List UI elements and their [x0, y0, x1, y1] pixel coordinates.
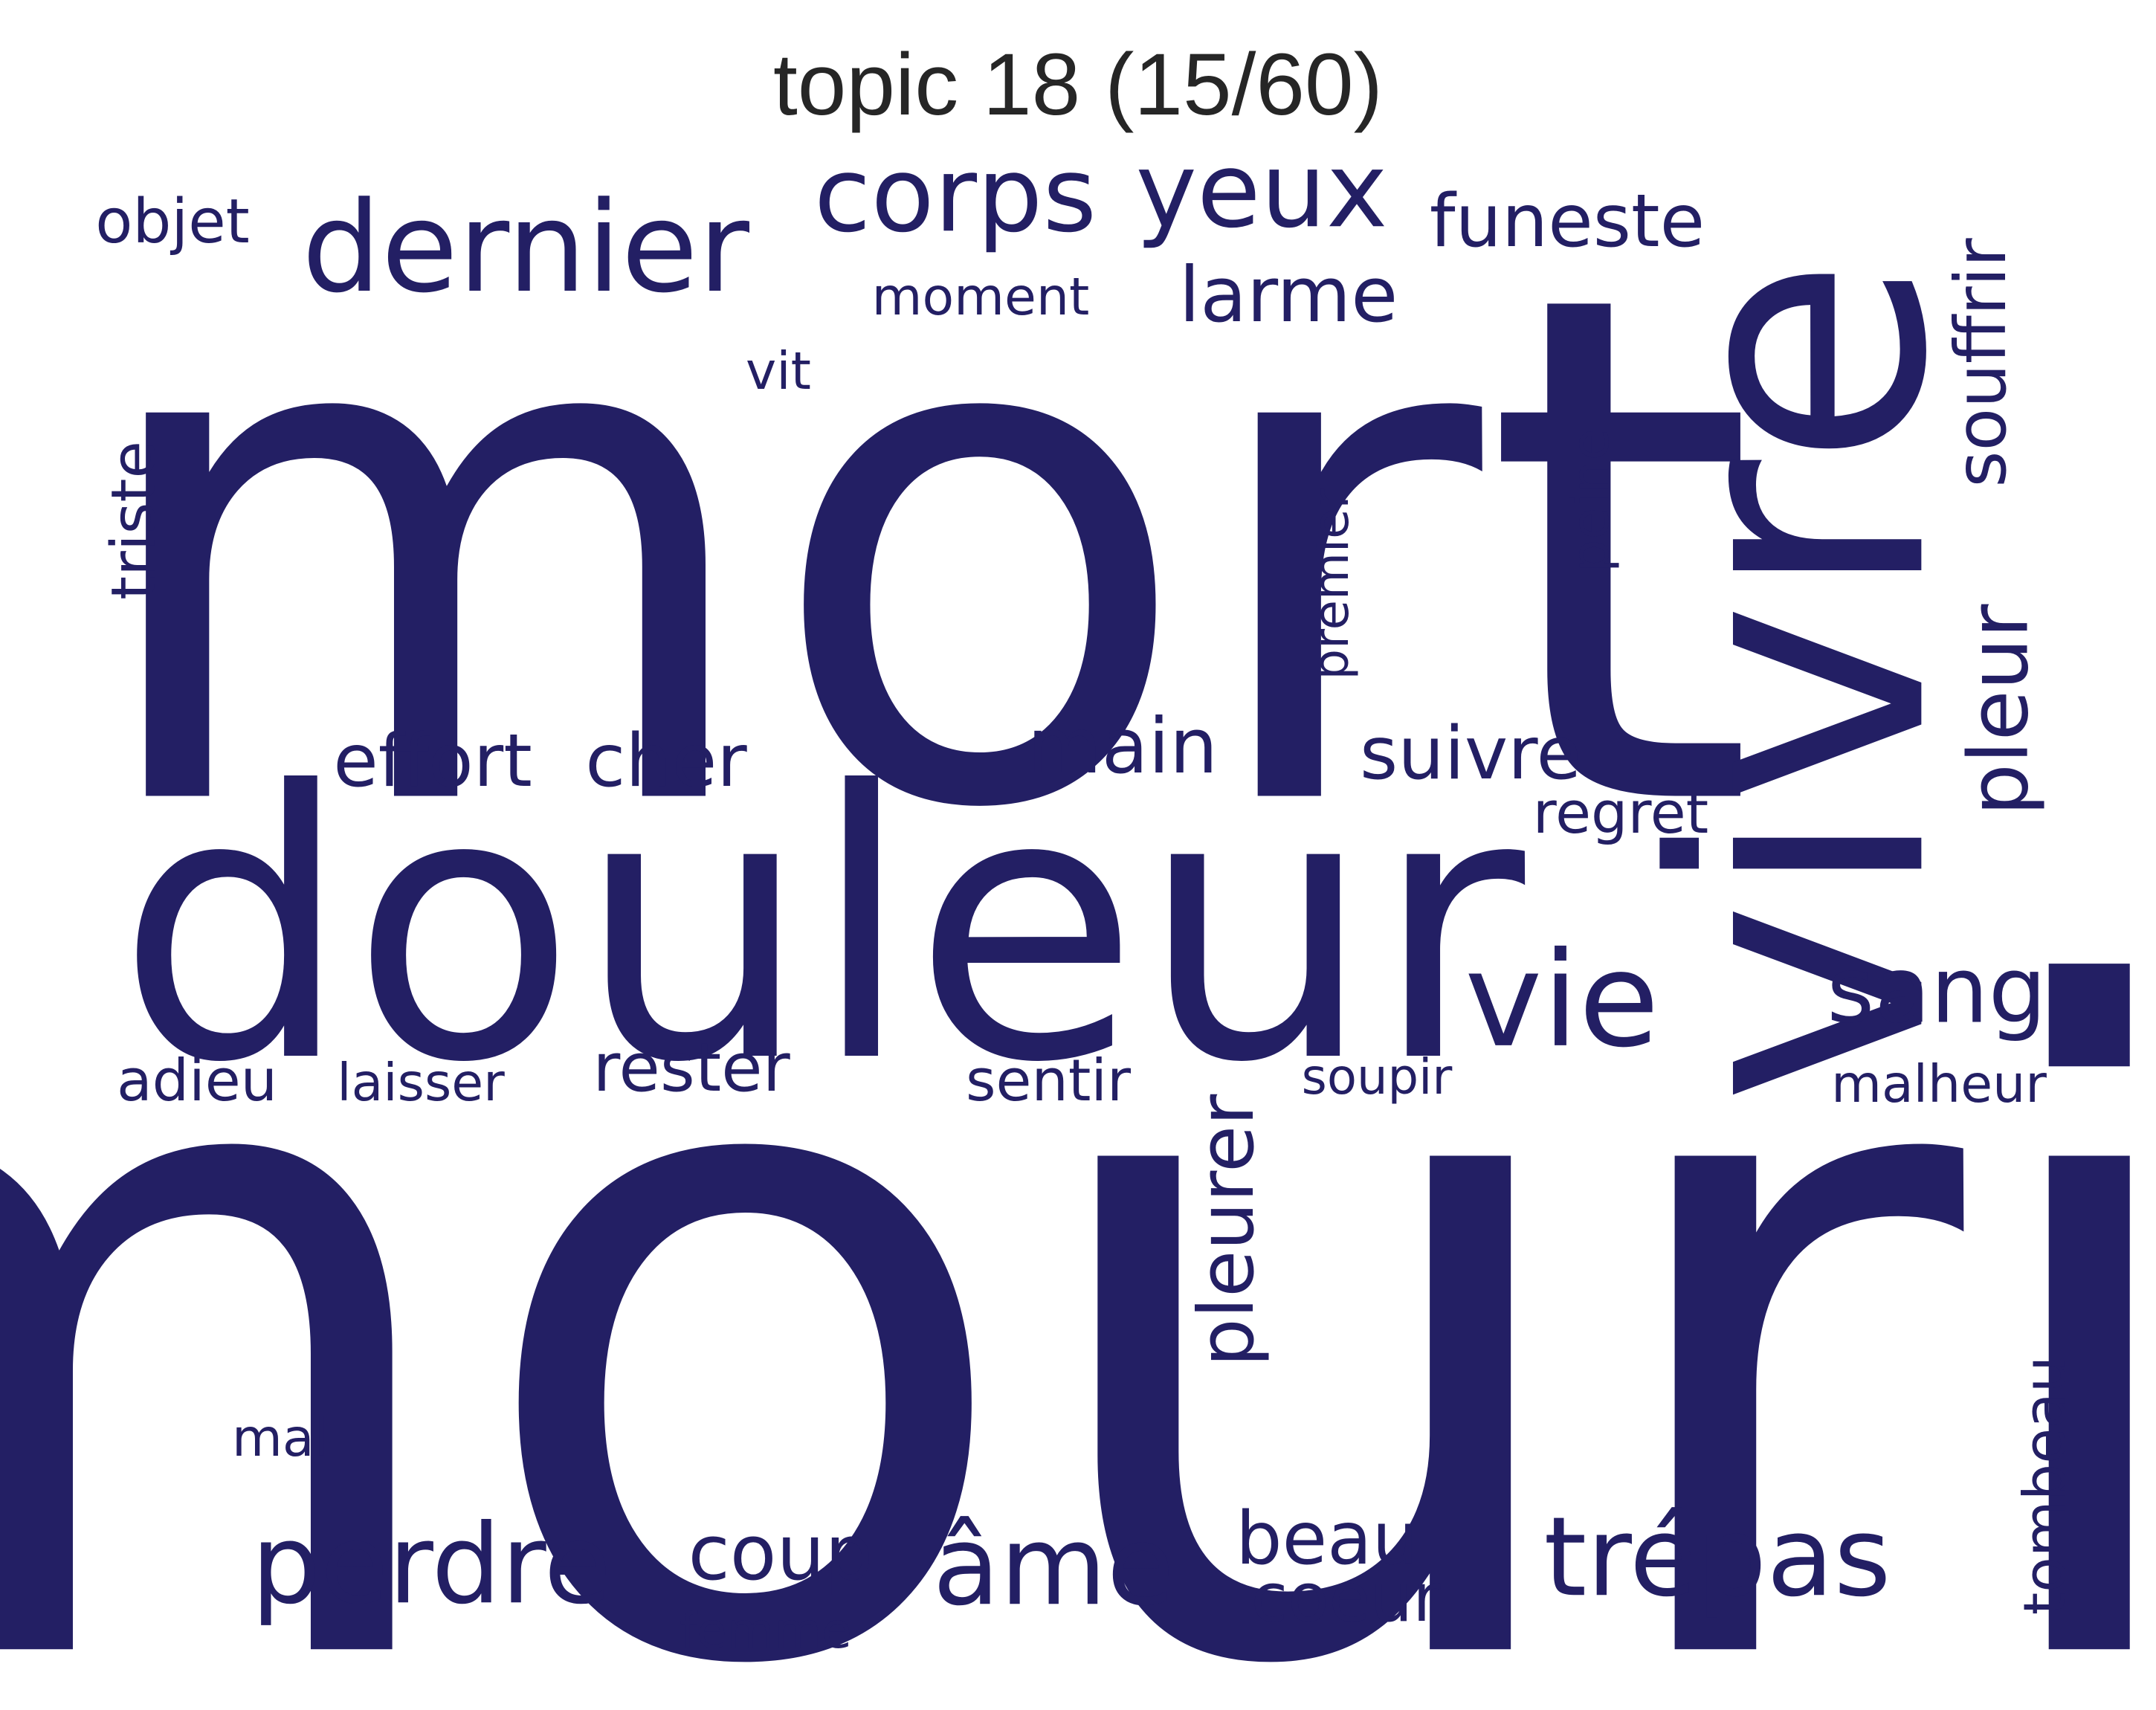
word-suivre: suivre — [1359, 711, 1582, 796]
word-laisser: laisser — [337, 1053, 505, 1114]
word-moment: moment — [871, 267, 1090, 328]
word-regret: regret — [1532, 780, 1709, 848]
word-mourir: mourir — [0, 813, 2156, 1710]
word-main: main — [1027, 702, 1219, 791]
word-pleur: pleur — [1951, 604, 2047, 816]
word-peine: peine — [1560, 428, 1621, 572]
word-beau: beau — [1236, 1496, 1418, 1581]
word-funeste: funeste — [1429, 178, 1705, 264]
word-triste: triste — [99, 441, 170, 600]
word-effort: effort — [333, 718, 532, 804]
word-ame: âme — [932, 1502, 1175, 1630]
word-dernier: dernier — [301, 174, 750, 320]
word-mal: mal — [232, 1408, 329, 1469]
word-malheur: malheur — [1831, 1054, 2047, 1115]
word-mort: mort — [82, 146, 1758, 962]
word-trepas: trépas — [1543, 1493, 1891, 1622]
word-coup: coup — [688, 1509, 874, 1598]
word-femme: femme — [680, 1603, 852, 1660]
word-souffrir: souffrir — [1940, 238, 2022, 488]
word-objet: objet — [95, 187, 250, 257]
word-premier: premier — [1303, 488, 1361, 680]
word-sang: sang — [1827, 938, 2047, 1045]
word-rester: rester — [593, 1028, 790, 1107]
word-tombeau: tombeau — [2012, 1355, 2079, 1616]
word-cher: cher — [585, 718, 747, 804]
word-vie: vie — [1465, 923, 1659, 1077]
word-corps: corps — [813, 135, 1097, 256]
word-vit: vit — [746, 341, 811, 402]
word-adieu: adieu — [116, 1048, 278, 1115]
cloud-title: topic 18 (15/60) — [773, 36, 1383, 134]
word-perdre: perdre — [251, 1500, 612, 1629]
word-soupir: soupir — [1301, 1049, 1453, 1106]
word-yeux: yeux — [1135, 130, 1388, 251]
word-pleurer: pleurer — [1182, 1094, 1271, 1367]
word-larme: larme — [1178, 251, 1398, 340]
word-douleur: douleur — [116, 714, 1526, 1143]
word-sentir: sentir — [965, 1048, 1132, 1115]
word-coeur: coeur — [1250, 1558, 1441, 1637]
